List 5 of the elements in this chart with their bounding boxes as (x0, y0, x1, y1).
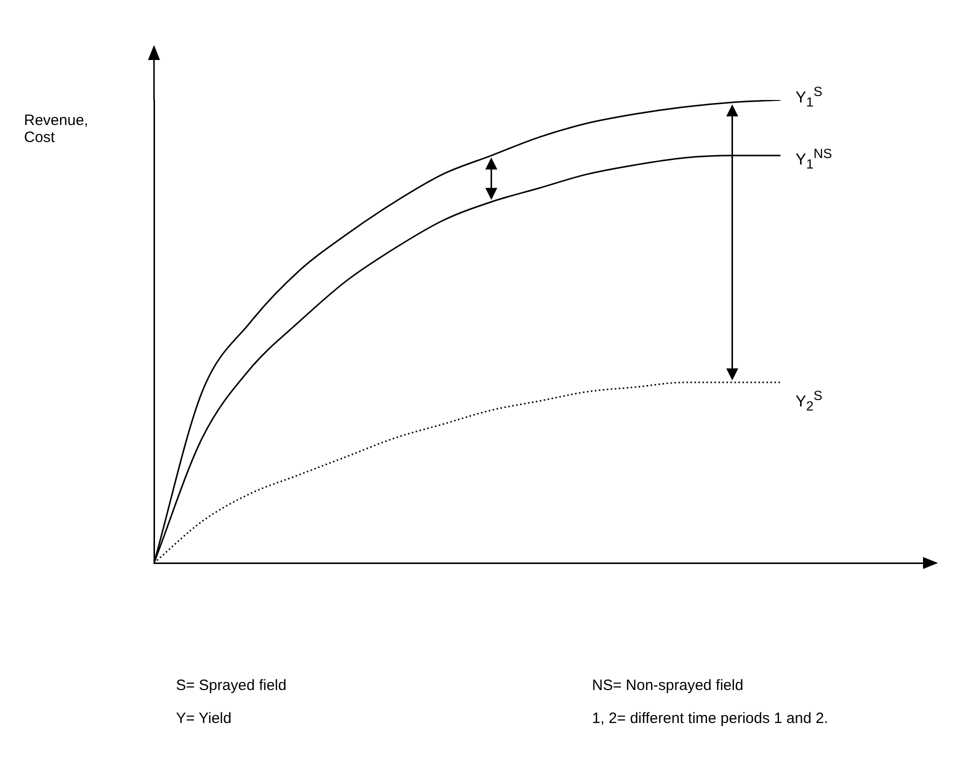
text: 1, 2= different time periods 1 and 2. (592, 710, 828, 727)
text: S= Sprayed field (176, 677, 286, 694)
y-axis-title: Revenue, Cost (24, 112, 90, 146)
text: Y= Yield (176, 710, 232, 727)
text: NS= Non-sprayed field (592, 677, 744, 694)
